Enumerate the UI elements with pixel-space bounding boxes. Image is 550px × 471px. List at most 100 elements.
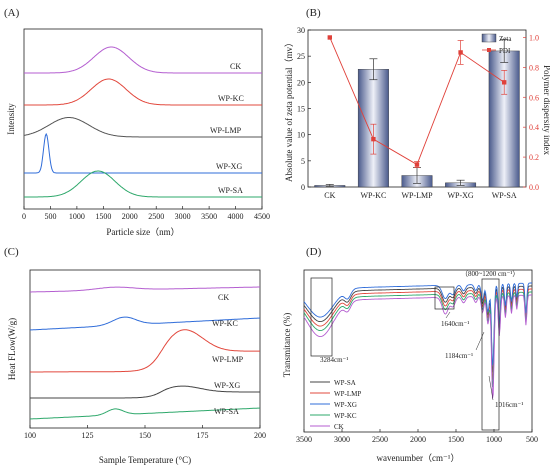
c-curve-label-wp-xg: WP-XG xyxy=(214,381,240,390)
b-ytick-right-label: 0.4 xyxy=(529,123,539,132)
panel-b-ylabel-right: Polymer dispersity index xyxy=(542,65,550,155)
d-legend-label-wp-sa: WP-SA xyxy=(334,379,356,387)
c-curve-wp-xg xyxy=(30,385,260,399)
c-xtick-label: 150 xyxy=(139,431,151,440)
b-category-label: WP-XG xyxy=(447,191,473,200)
a-xtick-label: 0 xyxy=(22,212,26,221)
box-3284 xyxy=(310,277,333,357)
box-800-1200 xyxy=(481,278,500,431)
c-xtick-label: 175 xyxy=(197,431,209,440)
legend-pdi-label: PDI xyxy=(499,47,511,55)
a-curve-label-wp-sa: WP-SA xyxy=(218,186,243,195)
c-curve-ck xyxy=(30,286,260,293)
panel-c-xlabel: Sample Temperature (°C) xyxy=(99,455,191,465)
b-ytick-label: 10 xyxy=(297,131,305,140)
box-1640 xyxy=(434,286,455,310)
d-xtick-label: 1000 xyxy=(486,435,502,444)
annotation-1016: 1016cm⁻¹ xyxy=(495,401,523,409)
b-category-label: CK xyxy=(324,191,335,200)
b-ytick-label: 0 xyxy=(301,183,305,192)
arrow-1184 xyxy=(475,331,485,351)
c-curve-wp-sa xyxy=(29,407,261,420)
panel-d-ylabel: Transmitance (%) xyxy=(282,313,292,377)
b-ytick-right-label: 0.6 xyxy=(529,93,539,102)
a-xtick-label: 1000 xyxy=(69,212,85,221)
d-legend-label-ck: CK xyxy=(334,423,344,431)
panel-d-legend: WP-SA WP-LMP WP-XG WP-KC CK xyxy=(310,379,361,431)
annotation-1640: 1640cm⁻¹ xyxy=(441,320,469,328)
annotation-1184: 1184cm⁻¹ xyxy=(445,352,473,360)
c-curve-label-wp-sa: WP-SA xyxy=(214,407,239,416)
b-pdi-point xyxy=(371,136,376,142)
panel-d-chart: 3500 3000 2500 2000 1500 1000 500 3284cm⁻¹ 164… xyxy=(282,269,538,463)
b-pdi-point xyxy=(327,35,332,40)
b-ytick-label: 20 xyxy=(297,78,305,87)
a-curve-label-ck: CK xyxy=(230,62,241,71)
panel-c-label: (C) xyxy=(4,246,19,258)
a-curve-ck xyxy=(24,46,262,74)
c-xtick-label: 125 xyxy=(82,431,94,440)
b-ytick-label: 5 xyxy=(301,157,305,166)
a-xtick-label: 2000 xyxy=(122,212,138,221)
c-curve-label-ck: CK xyxy=(218,293,229,302)
panel-d-label: (D) xyxy=(306,246,322,258)
d-xtick-label: 1500 xyxy=(448,435,464,444)
panel-a-ylabel: Intensity xyxy=(6,103,16,135)
a-curve-label-wp-xg: WP-XG xyxy=(216,162,242,171)
a-curve-wp-sa xyxy=(24,170,262,198)
panel-b-chart: CK WP-KC WP-LMP WP-XG WP-SA 0 5 10 15 20 25 30 0.0 0.… xyxy=(284,26,550,200)
a-xtick-label: 3000 xyxy=(175,212,191,221)
d-legend-label-wp-kc: WP-KC xyxy=(334,412,357,420)
c-curve-wp-kc xyxy=(29,316,261,331)
c-xtick-label: 100 xyxy=(24,431,36,440)
b-pdi-point xyxy=(458,50,463,55)
legend-zeta-label: Zeta xyxy=(499,35,512,43)
b-category-label: WP-KC xyxy=(361,191,387,200)
a-xtick-label: 4000 xyxy=(228,212,244,221)
c-curve-label-wp-kc: WP-KC xyxy=(212,319,238,328)
a-xtick-label: 4500 xyxy=(254,212,270,221)
b-pdi-point xyxy=(414,162,420,167)
d-xtick-label: 2500 xyxy=(372,435,388,444)
b-category-label: WP-LMP xyxy=(401,191,433,200)
annotation-region: （800~1200 cm⁻¹） xyxy=(461,270,519,278)
c-curve-wp-lmp xyxy=(30,329,260,373)
b-ytick-right-label: 1.0 xyxy=(529,33,539,42)
a-xtick-label: 1500 xyxy=(95,212,111,221)
arrow-1016 xyxy=(488,375,494,401)
panel-b-legend: Zeta PDI xyxy=(481,33,512,55)
b-ytick-label: 15 xyxy=(297,105,305,114)
a-xtick-label: 500 xyxy=(44,212,56,221)
a-curve-wp-lmp xyxy=(23,117,262,138)
legend-zeta-swatch xyxy=(481,33,497,43)
d-xtick-label: 3000 xyxy=(334,435,350,444)
b-ytick-right-label: 0.0 xyxy=(529,183,539,192)
a-xtick-label: 2500 xyxy=(148,212,164,221)
a-xtick-label: 3500 xyxy=(201,212,217,221)
d-legend-label-wp-xg: WP-XG xyxy=(334,401,357,409)
legend-pdi-marker xyxy=(487,48,491,52)
b-ytick-label: 30 xyxy=(297,26,305,35)
d-legend-label-wp-lmp: WP-LMP xyxy=(334,390,361,398)
panel-d-xlabel: wavenumber（cm⁻¹） xyxy=(377,453,460,463)
b-ytick-label: 25 xyxy=(297,52,305,61)
d-xtick-label: 3500 xyxy=(296,435,312,444)
b-pdi-line xyxy=(329,37,505,166)
a-curve-wp-kc xyxy=(24,78,262,106)
panel-b-label: (B) xyxy=(306,7,321,19)
a-curve-wp-xg xyxy=(24,132,262,174)
b-category-label: WP-SA xyxy=(492,191,517,200)
annotation-3284: 3284cm⁻¹ xyxy=(320,356,348,364)
a-curve-label-wp-lmp: WP-LMP xyxy=(210,126,242,135)
panel-a-xlabel: Particle size（nm） xyxy=(106,227,179,237)
panel-b-ylabel-left: Absolute value of zeta potential（mv） xyxy=(284,38,294,182)
d-xtick-label: 2000 xyxy=(410,435,426,444)
b-pdi-point xyxy=(502,80,507,85)
panel-a-chart: CK WP-KC WP-LMP WP-XG WP-SA 0 500 1000 1500 2000… xyxy=(6,28,270,237)
b-ytick-right-label: 0.2 xyxy=(529,153,539,162)
b-ytick-right-label: 0.8 xyxy=(529,63,539,72)
panel-c-ylabel: Heat FLow(W/g) xyxy=(7,318,17,380)
arrow-1640 xyxy=(445,311,451,319)
